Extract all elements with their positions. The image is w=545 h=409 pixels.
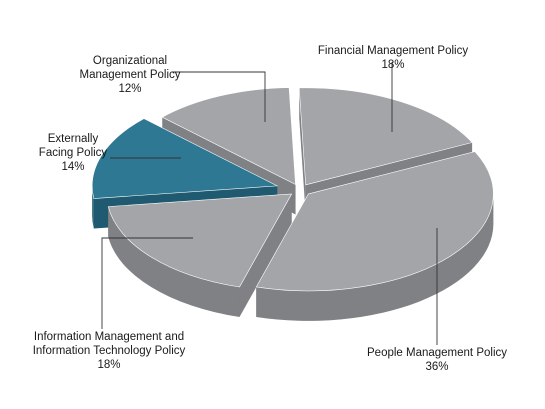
label-externally-facing-policy-value: 14% (61, 161, 84, 173)
label-financial-management-policy: Financial Management Policy (318, 45, 468, 57)
label-people-management-policy-value: 36% (425, 361, 448, 373)
label-information-management-and-information-technology-policy-leader-line (101, 237, 193, 329)
slice-people-management-policy-front-wall (256, 193, 494, 321)
slice-externally-facing-policy-front-wall (92, 185, 94, 229)
pie-slices-layer (91, 87, 494, 292)
label-information-management-and-information-technology-policy: Information Management and Information Te… (33, 331, 186, 357)
label-organizational-management-policy-leader-line (172, 71, 266, 122)
slice-financial-management-policy (298, 87, 473, 186)
label-externally-facing-policy: Externally Facing Policy (39, 133, 108, 159)
slice-organizational-management-policy (161, 87, 296, 185)
label-people-management-policy: People Management Policy (367, 347, 507, 359)
label-organizational-management-policy-value: 12% (118, 83, 141, 95)
leader-lines-layer (101, 62, 438, 345)
slice-labels-layer: Financial Management Policy 18% People Man… (33, 45, 508, 373)
slice-externally-facing-policy (91, 118, 279, 199)
slice-information-management-and-information-technology-policy (107, 193, 293, 288)
label-information-management-and-information-technology-policy-value: 18% (97, 359, 120, 371)
slice-people-management-policy (255, 151, 494, 292)
label-organizational-management-policy: Organizational Management Policy (80, 55, 181, 81)
label-financial-management-policy-value: 18% (381, 59, 404, 71)
slice-information-management-and-information-technology-policy-front-wall (108, 206, 240, 318)
slice-financial-management-policy-wall-start (299, 87, 306, 215)
